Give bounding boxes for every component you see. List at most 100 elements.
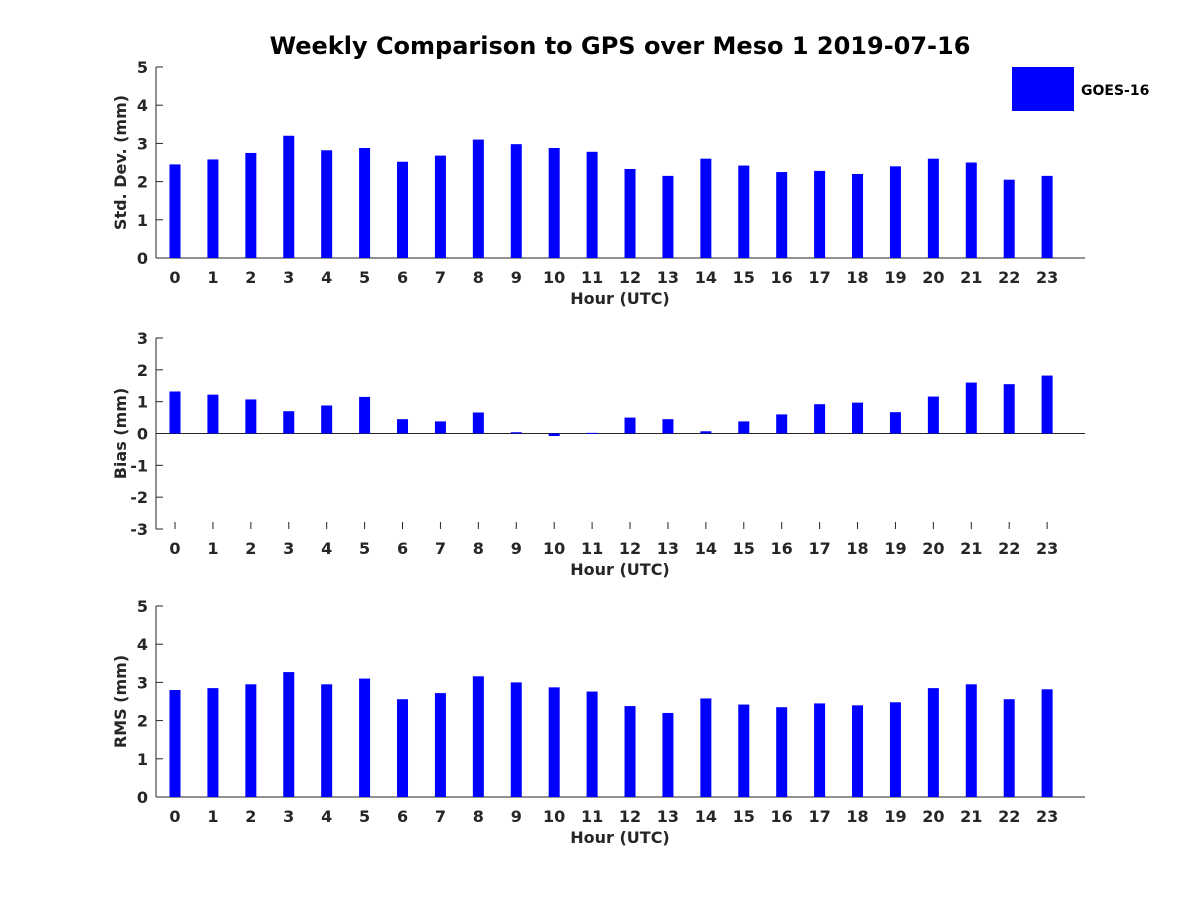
bar-bias-6 [397,419,409,434]
x-tick-label: 2 [245,268,256,287]
x-axis-label: Hour (UTC) [570,560,670,579]
bar-bias-0 [169,391,181,434]
x-tick-label: 9 [511,807,522,826]
bar-std-dev-7 [434,155,446,258]
y-tick-label: 2 [137,361,148,380]
legend: GOES-16 [1012,67,1149,111]
bar-std-dev-23 [1041,175,1053,258]
x-tick-label: 6 [397,539,408,558]
bar-std-dev-5 [359,147,371,258]
bar-rms-9 [510,682,522,797]
bar-bias-22 [1003,384,1015,434]
x-tick-label: 21 [960,268,982,287]
x-tick-label: 23 [1036,268,1058,287]
bar-std-dev-20 [927,158,939,258]
bar-bias-2 [245,399,257,434]
x-tick-label: 22 [998,539,1020,558]
bar-rms-3 [283,672,295,797]
bar-std-dev-19 [889,166,901,258]
x-tick-label: 2 [245,539,256,558]
x-tick-label: 12 [619,268,641,287]
x-tick-label: 9 [511,268,522,287]
y-tick-label: 0 [137,249,148,268]
bar-rms-16 [776,707,788,797]
y-axis-label: RMS (mm) [111,655,130,748]
x-tick-label: 5 [359,268,370,287]
bar-bias-21 [965,382,977,434]
y-tick-label: -2 [130,488,148,507]
bar-rms-17 [814,703,826,797]
y-tick-label: 2 [137,173,148,192]
bar-std-dev-2 [245,152,257,258]
bar-bias-19 [889,412,901,434]
x-tick-label: 23 [1036,539,1058,558]
legend-label: GOES-16 [1081,83,1149,99]
x-tick-label: 3 [283,539,294,558]
y-axis-label: Bias (mm) [111,388,130,480]
bar-bias-17 [814,404,826,434]
bar-std-dev-18 [852,173,864,258]
bar-bias-4 [321,405,333,434]
bar-rms-7 [434,693,446,797]
bar-rms-4 [321,684,333,797]
bar-bias-18 [852,402,864,434]
bar-rms-19 [889,702,901,797]
x-tick-label: 17 [808,807,830,826]
x-tick-label: 5 [359,807,370,826]
x-tick-label: 4 [321,539,332,558]
x-tick-label: 22 [998,807,1020,826]
x-tick-label: 4 [321,268,332,287]
x-tick-label: 20 [922,807,944,826]
x-tick-label: 11 [581,539,603,558]
y-axis-label: Std. Dev. (mm) [111,95,130,230]
y-tick-label: 2 [137,712,148,731]
x-tick-label: 1 [207,268,218,287]
x-tick-label: 13 [657,807,679,826]
bar-std-dev-14 [700,158,712,258]
bar-rms-2 [245,684,257,797]
x-tick-label: 12 [619,807,641,826]
bar-bias-11 [586,432,598,434]
x-tick-label: 9 [511,539,522,558]
bar-std-dev-16 [776,172,788,258]
bar-bias-1 [207,394,219,434]
bar-bias-20 [927,396,939,434]
x-tick-label: 4 [321,807,332,826]
legend-swatch [1012,67,1074,111]
x-tick-label: 18 [846,268,868,287]
x-tick-label: 2 [245,807,256,826]
bar-rms-20 [927,688,939,797]
bar-std-dev-11 [586,151,598,258]
bar-bias-12 [624,417,636,434]
chart-title: Weekly Comparison to GPS over Meso 1 201… [270,32,971,60]
bar-rms-14 [700,698,712,797]
x-tick-label: 6 [397,268,408,287]
bar-bias-16 [776,414,788,434]
x-tick-label: 18 [846,539,868,558]
bar-rms-10 [548,687,560,797]
x-tick-label: 0 [169,807,180,826]
bar-rms-5 [359,678,371,797]
x-tick-label: 0 [169,268,180,287]
bar-rms-21 [965,684,977,797]
bar-std-dev-15 [738,165,750,258]
x-tick-label: 14 [695,539,717,558]
x-tick-label: 1 [207,807,218,826]
x-tick-label: 1 [207,539,218,558]
y-tick-label: 5 [137,58,148,77]
x-tick-label: 21 [960,539,982,558]
x-tick-label: 16 [771,268,793,287]
x-tick-label: 14 [695,807,717,826]
x-tick-label: 16 [771,807,793,826]
bar-bias-13 [662,419,674,434]
bar-std-dev-1 [207,159,219,258]
x-tick-label: 17 [808,268,830,287]
bar-bias-7 [434,421,446,434]
x-tick-label: 7 [435,268,446,287]
x-tick-label: 8 [473,268,484,287]
bar-std-dev-17 [814,170,826,258]
x-tick-label: 13 [657,539,679,558]
